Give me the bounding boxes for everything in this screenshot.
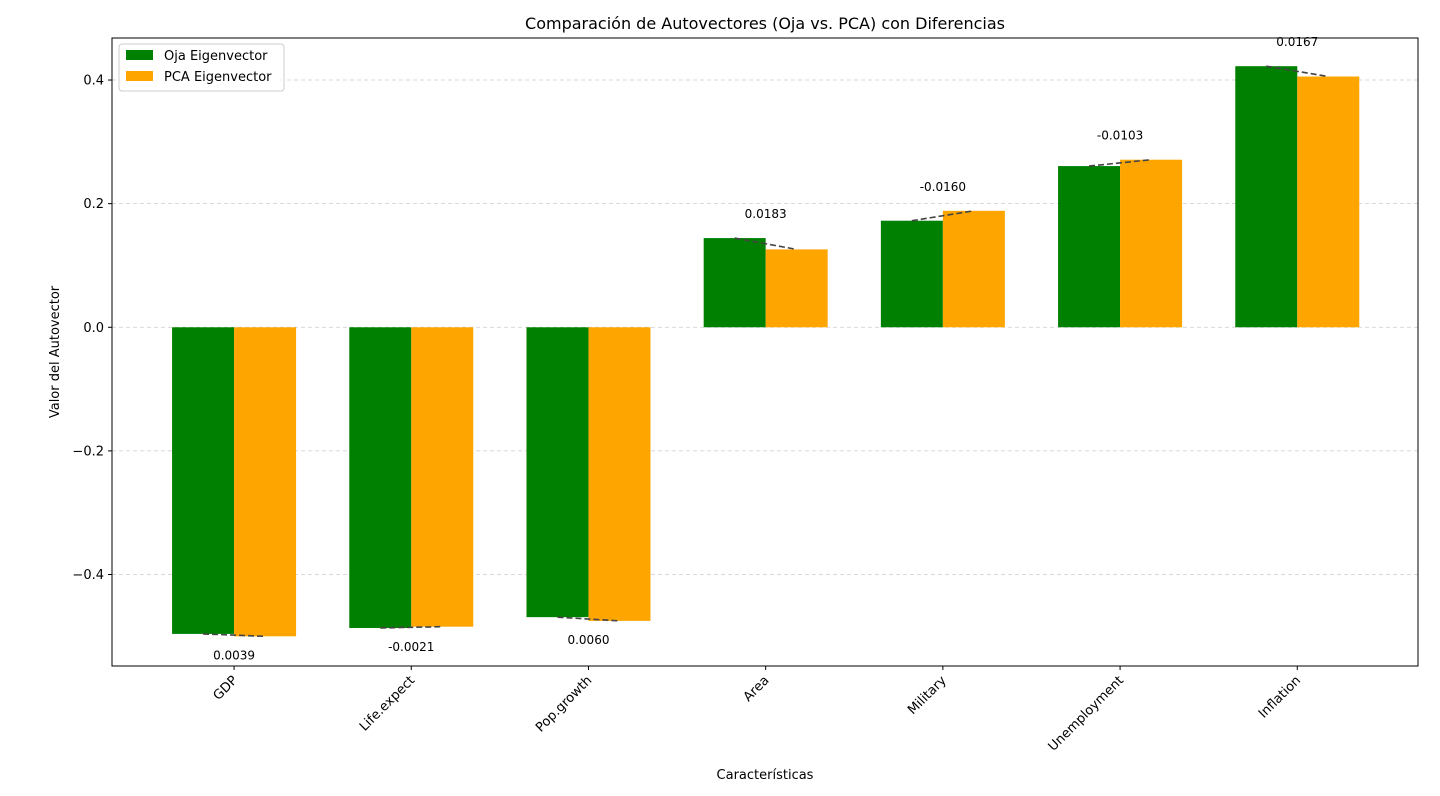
legend-entry: PCA Eigenvector	[164, 70, 272, 85]
difference-label: 0.0167	[1276, 35, 1318, 49]
legend-entry: Oja Eigenvector	[164, 49, 268, 64]
x-tick-label: Unemployment	[1046, 673, 1127, 754]
bar-oja	[703, 238, 766, 328]
y-tick-label: 0.4	[83, 74, 104, 89]
x-tick-label: Pop.growth	[533, 673, 595, 735]
x-tick-label: Life.expect	[357, 673, 418, 734]
difference-label: -0.0103	[1097, 129, 1143, 143]
x-tick-label: GDP	[211, 673, 241, 703]
x-tick-label: Inflation	[1256, 673, 1304, 721]
difference-label: 0.0183	[745, 207, 787, 221]
y-tick-label: 0.0	[83, 321, 104, 336]
x-axis-label: Características	[717, 768, 814, 783]
bar-pca	[411, 327, 474, 627]
bar-oja	[1235, 66, 1298, 328]
difference-line	[557, 616, 620, 622]
chart-title: Comparación de Autovectores (Oja vs. PCA…	[525, 14, 1005, 33]
legend-swatch	[126, 50, 153, 60]
bar-pca	[1120, 159, 1183, 328]
difference-line	[203, 633, 266, 638]
difference-line	[911, 210, 974, 222]
bar-pca	[942, 210, 1005, 328]
difference-label: -0.0160	[920, 180, 966, 194]
bar-oja	[526, 327, 589, 618]
difference-line	[380, 625, 443, 629]
legend-swatch	[126, 71, 153, 81]
difference-line	[1266, 65, 1329, 78]
y-axis-label: Valor del Autovector	[48, 285, 63, 418]
y-tick-label: 0.2	[83, 197, 104, 212]
difference-label: -0.0021	[388, 640, 434, 654]
x-axis: GDP Life.expect Pop.growth Area Military Unem…	[211, 666, 1304, 754]
legend-box	[118, 43, 285, 92]
plot-frame	[111, 37, 1419, 667]
bar-oja	[1058, 166, 1121, 328]
difference-markers: 0.0039 -0.0021 0.0060 0.0183 -0.0160 -0.0103 0…	[203, 35, 1329, 662]
difference-line	[1088, 158, 1152, 167]
x-tick-label: Military	[905, 673, 950, 718]
difference-label: 0.0060	[567, 633, 609, 647]
bar-oja	[172, 327, 235, 634]
y-tick-label: −0.2	[72, 444, 104, 459]
legend: Oja Eigenvector PCA Eigenvector	[118, 43, 285, 92]
bar-oja	[880, 220, 943, 328]
bar-pca	[588, 327, 651, 621]
bar-pca	[1297, 76, 1360, 328]
bar-pca	[765, 249, 828, 328]
y-tick-label: −0.4	[72, 568, 104, 583]
y-axis: −0.4 −0.2 0.0 0.2 0.4	[72, 74, 112, 583]
difference-label: 0.0039	[213, 648, 255, 662]
bars	[172, 66, 1360, 637]
difference-line	[734, 237, 797, 251]
x-tick-label: Area	[741, 673, 773, 705]
bar-pca	[234, 327, 297, 637]
bar-oja	[349, 327, 412, 628]
